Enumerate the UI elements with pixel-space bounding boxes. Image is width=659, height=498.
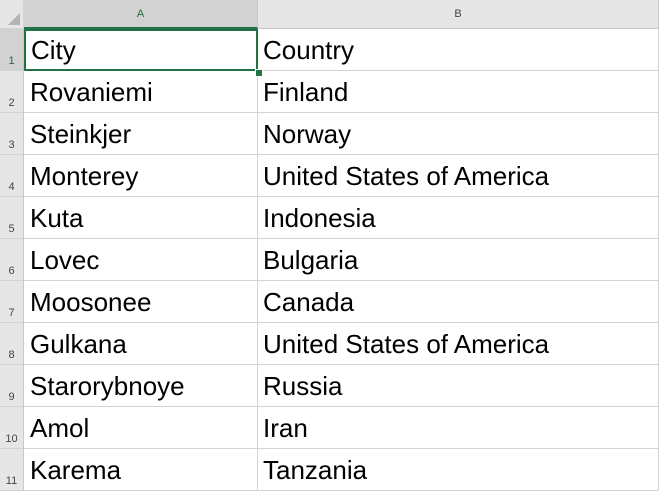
- rows-container: 1 City Country 2 Rovaniemi Finland 3 Ste…: [0, 29, 659, 491]
- table-row: 11 Karema Tanzania: [0, 449, 659, 491]
- cell-a2[interactable]: Rovaniemi: [24, 71, 258, 113]
- row-header[interactable]: 7: [0, 281, 24, 323]
- cell-b11[interactable]: Tanzania: [258, 449, 659, 491]
- row-header[interactable]: 9: [0, 365, 24, 407]
- cell-a4[interactable]: Monterey: [24, 155, 258, 197]
- cell-a9[interactable]: Starorybnoye: [24, 365, 258, 407]
- table-row: 2 Rovaniemi Finland: [0, 71, 659, 113]
- cell-a5[interactable]: Kuta: [24, 197, 258, 239]
- table-row: 8 Gulkana United States of America: [0, 323, 659, 365]
- cell-b4[interactable]: United States of America: [258, 155, 659, 197]
- cell-a3[interactable]: Steinkjer: [24, 113, 258, 155]
- cell-b7[interactable]: Canada: [258, 281, 659, 323]
- table-row: 4 Monterey United States of America: [0, 155, 659, 197]
- row-header[interactable]: 8: [0, 323, 24, 365]
- table-row: 5 Kuta Indonesia: [0, 197, 659, 239]
- row-header[interactable]: 5: [0, 197, 24, 239]
- cell-a11[interactable]: Karema: [24, 449, 258, 491]
- cell-b2[interactable]: Finland: [258, 71, 659, 113]
- fill-handle[interactable]: [255, 69, 263, 77]
- cell-b9[interactable]: Russia: [258, 365, 659, 407]
- cell-b1[interactable]: Country: [258, 29, 659, 71]
- cell-a8[interactable]: Gulkana: [24, 323, 258, 365]
- table-row: 3 Steinkjer Norway: [0, 113, 659, 155]
- row-header[interactable]: 6: [0, 239, 24, 281]
- select-all-button[interactable]: [0, 0, 24, 29]
- column-header-b[interactable]: B: [258, 0, 659, 29]
- row-header[interactable]: 1: [0, 29, 24, 71]
- select-all-triangle-icon: [8, 13, 20, 25]
- table-row: 1 City Country: [0, 29, 659, 71]
- table-row: 7 Moosonee Canada: [0, 281, 659, 323]
- cell-b10[interactable]: Iran: [258, 407, 659, 449]
- row-header[interactable]: 11: [0, 449, 24, 491]
- row-header[interactable]: 2: [0, 71, 24, 113]
- row-header[interactable]: 10: [0, 407, 24, 449]
- cell-a7[interactable]: Moosonee: [24, 281, 258, 323]
- cell-b6[interactable]: Bulgaria: [258, 239, 659, 281]
- cell-b5[interactable]: Indonesia: [258, 197, 659, 239]
- cell-a6[interactable]: Lovec: [24, 239, 258, 281]
- table-row: 9 Starorybnoye Russia: [0, 365, 659, 407]
- cell-b3[interactable]: Norway: [258, 113, 659, 155]
- row-header[interactable]: 3: [0, 113, 24, 155]
- cell-a1[interactable]: City: [24, 29, 258, 71]
- column-header-a[interactable]: A: [24, 0, 258, 29]
- table-row: 6 Lovec Bulgaria: [0, 239, 659, 281]
- cell-a10[interactable]: Amol: [24, 407, 258, 449]
- cell-b8[interactable]: United States of America: [258, 323, 659, 365]
- table-row: 10 Amol Iran: [0, 407, 659, 449]
- row-header[interactable]: 4: [0, 155, 24, 197]
